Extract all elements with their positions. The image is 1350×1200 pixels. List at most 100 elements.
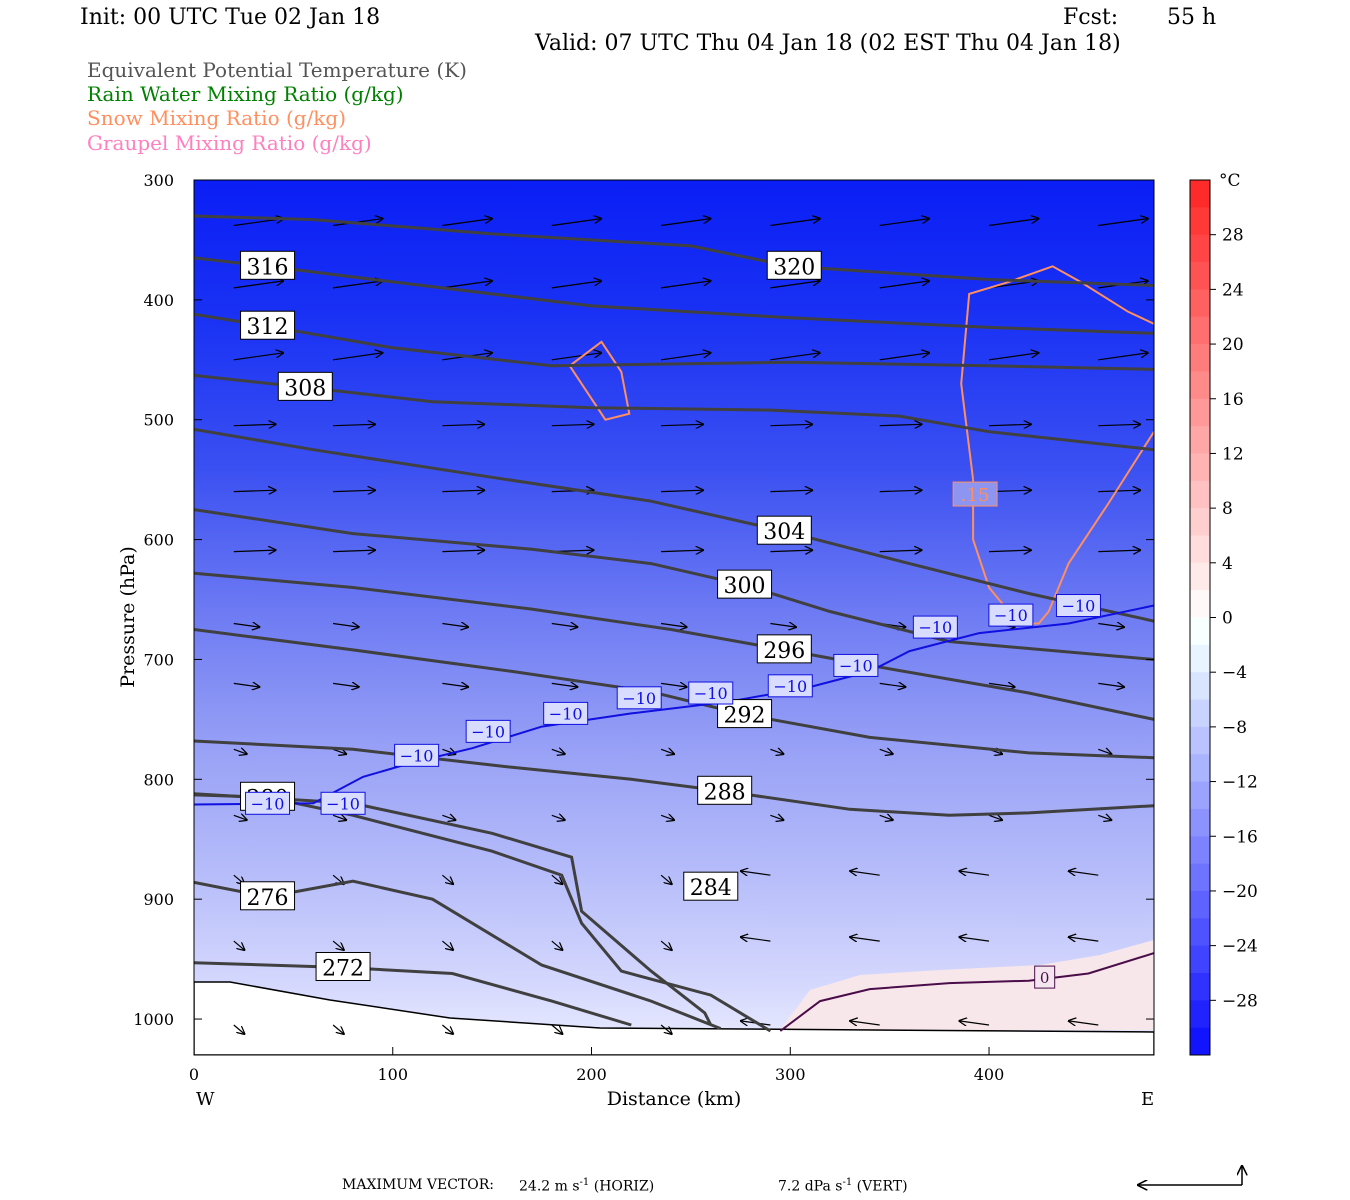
x-tick-label-200: 200 (576, 1065, 607, 1084)
wind-vector (333, 624, 359, 628)
colorbar-label-5: 8 (1222, 499, 1233, 519)
legend-theta-e: Equivalent Potential Temperature (K) (87, 58, 467, 82)
colorbar-swatch (1190, 289, 1210, 318)
wind-vector (233, 281, 283, 289)
wind-vector (551, 749, 565, 754)
wind-vector (660, 749, 674, 754)
wind-vector (1098, 815, 1111, 820)
wind-vector (1069, 1021, 1099, 1025)
wind-vector (233, 490, 276, 491)
theta-e-label-292: 292 (724, 704, 766, 729)
colorbar-label-0: 28 (1222, 226, 1244, 246)
wind-vector (770, 815, 783, 820)
colorbar-swatch (1190, 508, 1210, 536)
wind-vector (1098, 550, 1140, 552)
colorbar-label-1: 24 (1222, 280, 1244, 300)
wind-vector (770, 550, 812, 552)
colorbar-swatch (1190, 262, 1210, 290)
colorbar-swatch (1190, 371, 1210, 400)
theta-e-contours (194, 214, 1154, 1033)
temperature-contours (194, 604, 1154, 1032)
wind-vector (660, 1024, 672, 1034)
y-tick-label-400: 400 (143, 291, 174, 310)
wind-vector (770, 353, 820, 361)
wind-vector (551, 624, 578, 628)
temperature-label-11: −10 (1062, 597, 1096, 616)
colorbar-label-12: −20 (1222, 882, 1258, 902)
wind-vector (233, 424, 276, 425)
colorbar-label-2: 20 (1222, 335, 1244, 355)
colorbar-label-3: 16 (1222, 390, 1244, 410)
wind-vector (1098, 624, 1124, 628)
colorbar-swatch (1190, 890, 1210, 919)
theta-e-label-box (240, 310, 296, 340)
snow-contours (568, 265, 1154, 625)
colorbar-swatch (1190, 480, 1210, 509)
wind-vector (233, 749, 247, 754)
colorbar-swatch (1190, 1000, 1210, 1029)
wind-vector (333, 550, 375, 552)
y-tick-label-900: 900 (143, 890, 174, 909)
legend-graupel: Graupel Mixing Ratio (g/kg) (87, 131, 372, 155)
temperature-label-0: −10 (251, 794, 285, 813)
wind-vector (233, 815, 247, 820)
wind-vector (1098, 490, 1140, 491)
theta-e-label-box (240, 250, 296, 280)
wind-vector (551, 424, 594, 425)
wind-vector (661, 550, 703, 552)
colorbar-label-13: −24 (1222, 937, 1258, 957)
theta-e-label-276: 276 (247, 886, 289, 911)
colorbar-swatch (1190, 754, 1210, 782)
theta-e-contour-296 (194, 571, 1154, 721)
y-axis-label: Pressure (hPa) (117, 546, 139, 688)
theta-e-contour-304 (194, 427, 1154, 623)
colorbar: 28 24 20 16 12 8 4 0 −4 −8 −12 −16 −20 −24 −28 (1189, 179, 1258, 1056)
snow-label-box (952, 481, 998, 507)
colorbar-label-4: 12 (1222, 444, 1244, 464)
forecast-label: Fcst: (1063, 5, 1119, 30)
y-tick-label-1000: 1000 (133, 1010, 174, 1029)
wind-vector (1098, 353, 1148, 361)
temperature-label-box (245, 791, 291, 815)
theta-e-label-300: 300 (724, 574, 766, 599)
wind-vector (233, 550, 276, 552)
wind-vector (661, 281, 711, 289)
temperature-label-box (688, 681, 734, 705)
temperature-label-5: −10 (622, 689, 656, 708)
temperature-label-6: −10 (694, 684, 728, 703)
temperature-label-box (543, 701, 589, 725)
wind-vector (770, 281, 820, 289)
wind-vector (770, 749, 783, 754)
wind-vector (1098, 424, 1140, 425)
wind-vector (770, 490, 812, 491)
wind-vector (442, 219, 492, 227)
legend-rain-water: Rain Water Mixing Ratio (g/kg) (87, 82, 404, 106)
colorbar-label-14: −28 (1222, 991, 1258, 1011)
wind-vector (333, 424, 375, 425)
temperature-contour-0 (779, 952, 1154, 1032)
wind-vector (879, 490, 922, 491)
colorbar-swatch (1190, 617, 1210, 646)
wind-vector (770, 624, 796, 628)
x-tick-label-0: 0 (189, 1065, 199, 1084)
snow-contour-1 (972, 431, 1154, 625)
colorbar-swatch (1190, 918, 1210, 947)
contour-labels: 320316312308304300296292288284280276272−… (240, 250, 1101, 989)
theta-e-label-box (697, 775, 753, 805)
wind-vector (442, 424, 484, 425)
wind-vector (879, 424, 922, 425)
colorbar-swatch (1190, 535, 1210, 564)
wind-vector (879, 219, 930, 227)
colorbar-swatch (1190, 590, 1210, 618)
wind-vector (233, 683, 260, 687)
colorbar-unit: °C (1219, 171, 1241, 191)
legend-snow: Snow Mixing Ratio (g/kg) (87, 106, 347, 130)
wind-vector (879, 683, 906, 687)
wind-vector (661, 624, 687, 628)
temperature-label-0: 0 (1040, 969, 1050, 987)
warm-region (780, 940, 1154, 1030)
wind-vector (988, 424, 1031, 425)
wind-vector (551, 353, 602, 361)
temperature-contour--10 (194, 604, 1154, 806)
